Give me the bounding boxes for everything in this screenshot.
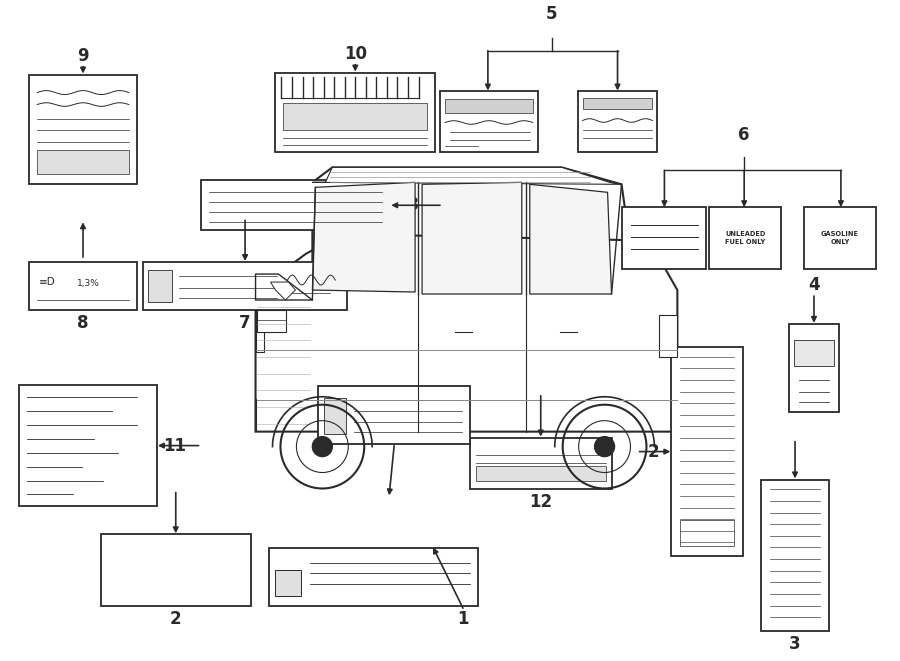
Text: 11: 11	[163, 437, 185, 455]
Bar	[761, 479, 829, 631]
Bar	[148, 270, 172, 302]
Bar	[709, 208, 781, 269]
Text: 7: 7	[239, 314, 251, 332]
Bar	[671, 347, 743, 557]
Text: 13: 13	[396, 196, 419, 214]
Text: ≡D: ≡D	[39, 277, 56, 287]
Bar	[804, 208, 876, 269]
Text: 3: 3	[789, 635, 801, 653]
Text: GASOLINE
ONLY: GASOLINE ONLY	[821, 231, 859, 245]
Polygon shape	[312, 182, 415, 292]
Bar	[256, 310, 286, 332]
Bar	[284, 102, 428, 130]
Text: 2: 2	[170, 610, 182, 628]
Bar	[660, 315, 678, 357]
Bar	[256, 310, 264, 352]
Circle shape	[312, 437, 332, 457]
Bar	[324, 398, 346, 434]
Text: 8: 8	[77, 314, 89, 332]
Text: 1: 1	[457, 610, 469, 628]
Text: 1,3%: 1,3%	[77, 278, 100, 288]
Circle shape	[595, 437, 615, 457]
Bar	[275, 570, 302, 596]
Bar	[476, 465, 606, 481]
Text: UNLEADED
FUEL ONLY: UNLEADED FUEL ONLY	[725, 231, 765, 245]
Bar	[275, 73, 435, 153]
Bar	[794, 340, 834, 366]
Bar	[582, 98, 652, 108]
Text: 5: 5	[546, 5, 557, 22]
Polygon shape	[312, 167, 629, 300]
Text: 9: 9	[77, 47, 89, 65]
Bar	[680, 520, 734, 547]
Polygon shape	[312, 167, 622, 184]
Bar	[19, 385, 157, 506]
Polygon shape	[256, 234, 678, 432]
Bar	[445, 98, 533, 112]
Bar	[268, 549, 478, 606]
Bar	[37, 151, 129, 175]
Bar	[29, 262, 137, 310]
Text: 4: 4	[808, 276, 820, 294]
Bar	[143, 262, 347, 310]
Bar	[622, 208, 706, 269]
Text: 10: 10	[344, 45, 367, 63]
Polygon shape	[271, 282, 295, 300]
Polygon shape	[256, 274, 312, 300]
Bar	[201, 180, 391, 230]
Bar	[578, 91, 657, 153]
Polygon shape	[530, 184, 612, 294]
Text: 2: 2	[648, 443, 660, 461]
Bar	[29, 75, 137, 184]
Bar	[319, 386, 470, 444]
Polygon shape	[422, 182, 522, 294]
Bar	[101, 534, 250, 606]
Text: 6: 6	[738, 126, 750, 145]
Bar	[789, 324, 839, 412]
Bar	[440, 91, 538, 153]
Bar	[470, 438, 612, 490]
Text: 12: 12	[529, 494, 553, 512]
